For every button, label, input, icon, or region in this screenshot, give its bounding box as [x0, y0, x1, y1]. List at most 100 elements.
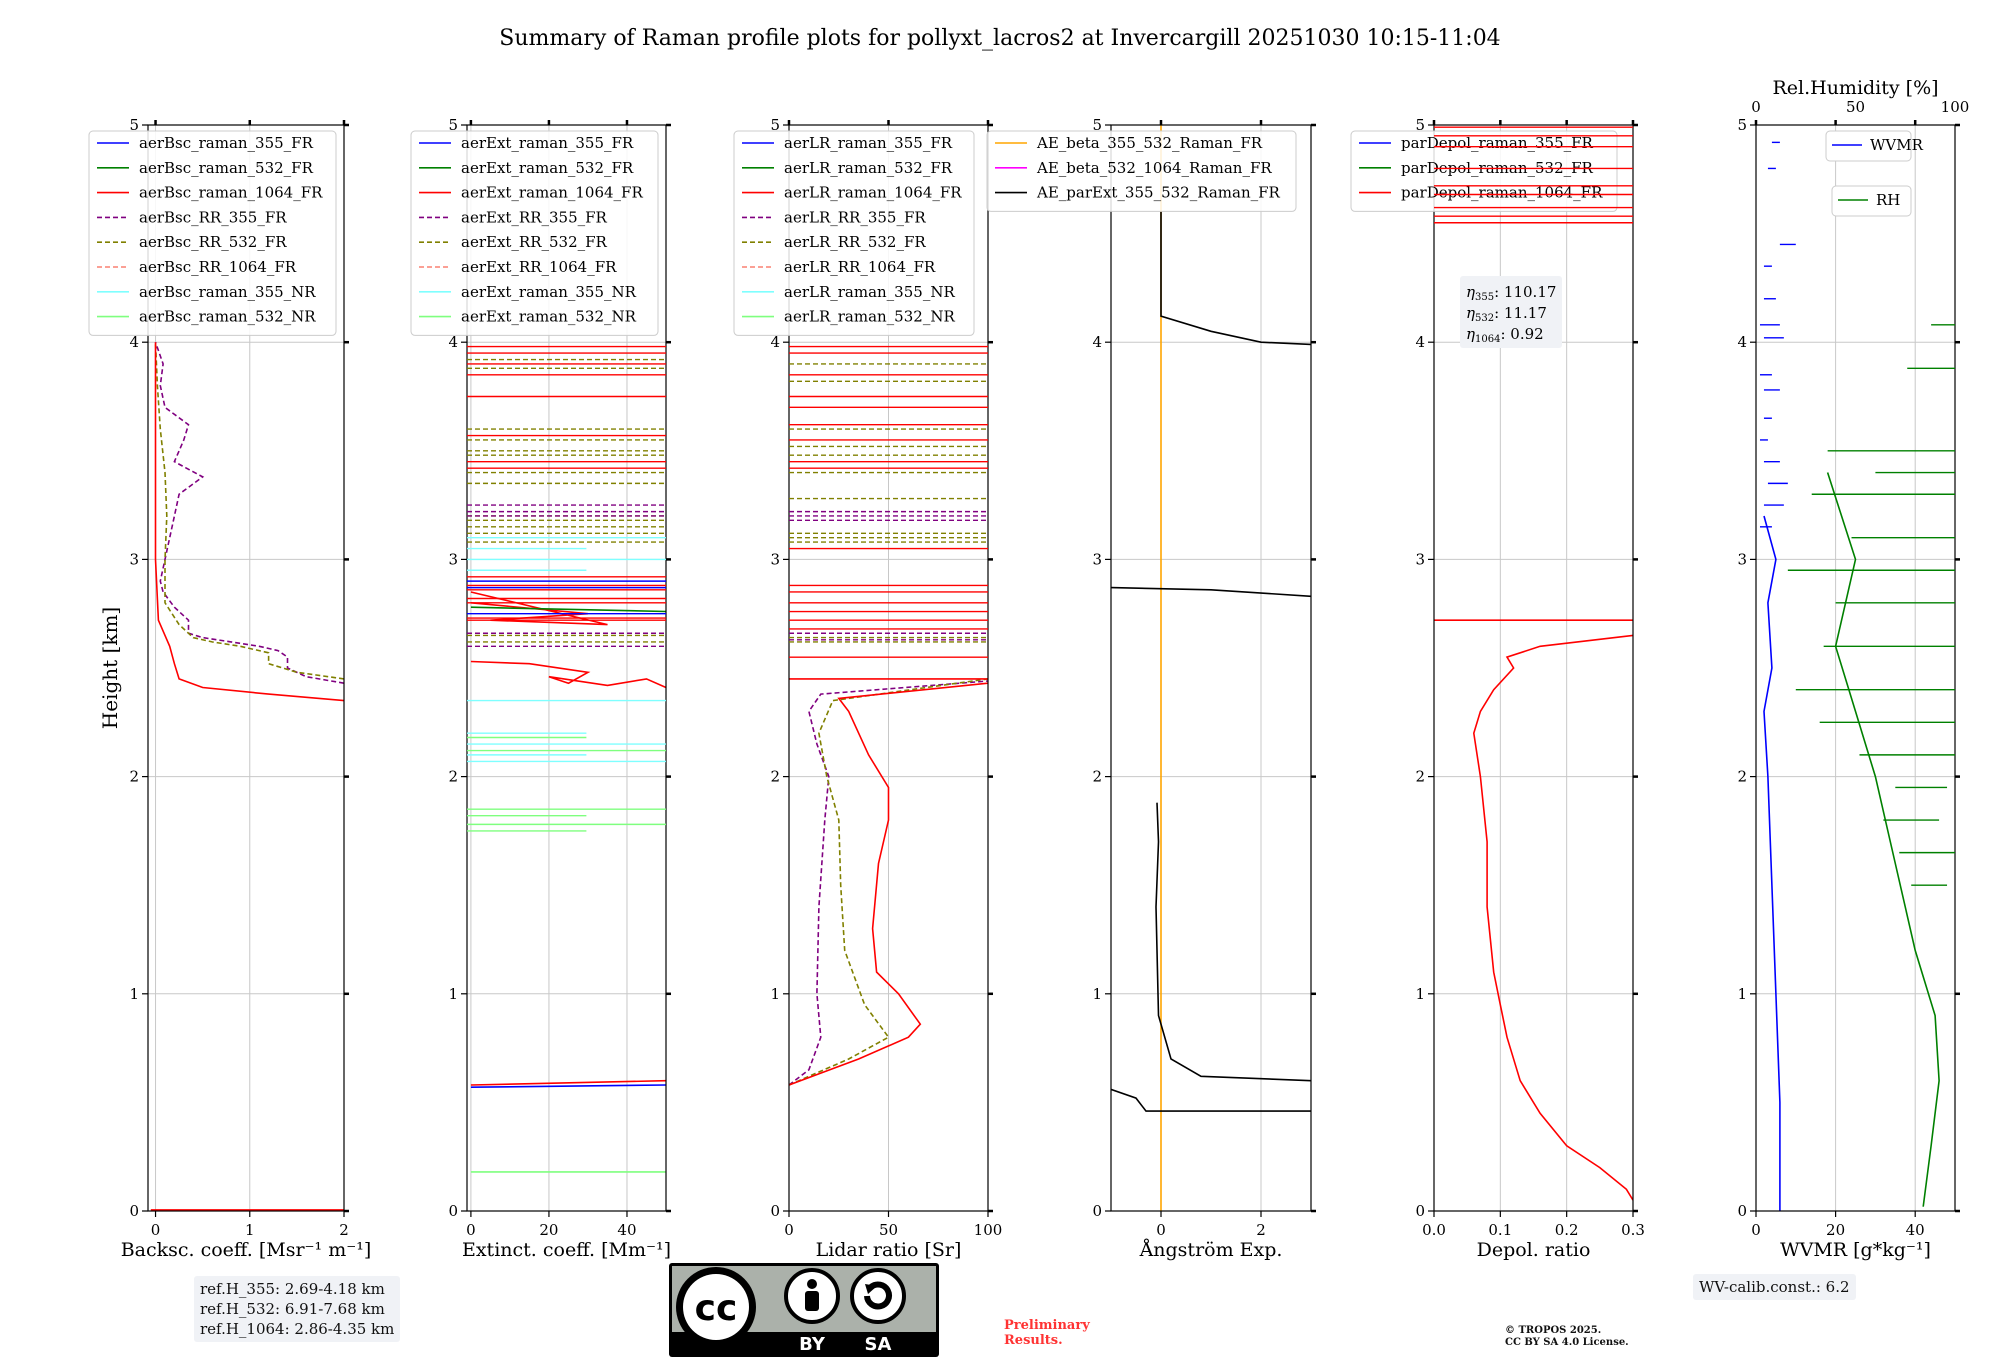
artifact-lines [467, 736, 666, 832]
series-line-wvmr [1763, 515, 1781, 1211]
x-tick-label: 0.3 [1621, 1221, 1645, 1239]
copyright-line-1: © TROPOS 2025. [1505, 1325, 1602, 1336]
legend-box-rh [1831, 185, 1912, 217]
panel-5: 0 1 2 3 4 5 0.0 0.1 0.2 0.3 Depol. ratio parDepol_r… [1350, 116, 1645, 1261]
legend-box [88, 130, 337, 336]
copyright-line-2: CC BY SA 4.0 License. [1505, 1337, 1629, 1348]
figure-title: Summary of Raman profile plots for polly… [499, 26, 1500, 51]
series-line-aerext-raman-1064-fr [470, 660, 666, 689]
panels: 0 1 2 3 4 5 0 1 2 Backsc. coeff. [Msr⁻¹ m⁻¹] Heigh… [88, 77, 1969, 1261]
artifact-lines [467, 345, 666, 621]
x-tick-label: 0 [466, 1221, 476, 1239]
y-tick-label: 0 [448, 1202, 458, 1220]
y-tick-label: 5 [448, 116, 458, 134]
artifact-lines [467, 536, 666, 763]
cc-icon: cc [695, 1288, 738, 1329]
preliminary-line-1: Preliminary [1004, 1318, 1090, 1333]
cc-sa-label: SA [865, 1334, 892, 1355]
legend: WVMR RH [1825, 130, 1924, 217]
refh-532: ref.H_532: 6.91-7.68 km [200, 1300, 385, 1318]
legend: aerLR_raman_355_FR aerLR_raman_532_FR aerL… [733, 130, 975, 336]
y-tick-label: 1 [1415, 985, 1425, 1003]
x-axis-label: Backsc. coeff. [Msr⁻¹ m⁻¹] [121, 1239, 372, 1261]
x-axis-label: Extinct. coeff. [Mm⁻¹] [462, 1239, 671, 1261]
wv-calib-box: WV-calib.const.: 6.2 [1693, 1274, 1856, 1300]
series-line-ae-parext-355-532-raman-fr [1155, 802, 1311, 1082]
legend-entry: AE_beta_532_1064_Raman_FR [1036, 159, 1272, 177]
x-tick-label: 100 [974, 1221, 1003, 1239]
y-tick-label: 4 [448, 333, 458, 351]
y-tick-label: 2 [1415, 768, 1425, 786]
series-line-pardepol-raman-1064-fr [1472, 634, 1633, 1201]
series-line-rh [1826, 472, 1940, 1207]
series-line-aerbsc-raman-1064-fr [154, 342, 344, 702]
legend-entry: parDepol_raman_1064_FR [1401, 184, 1603, 202]
legend-entry: RH [1876, 191, 1900, 209]
refh-355: ref.H_355: 2.69-4.18 km [200, 1280, 385, 1298]
x-tick-label: 0 [784, 1221, 794, 1239]
x-tick-label: 0.1 [1488, 1221, 1512, 1239]
series-line-aerext-raman-355-fr [470, 1084, 666, 1088]
y-tick-label: 4 [1737, 333, 1747, 351]
y-tick-label: 5 [1415, 116, 1425, 134]
legend: aerExt_raman_355_FR aerExt_raman_532_FRae… [410, 130, 659, 336]
annotation-line: η1064: 0.92 [1466, 325, 1544, 345]
series-line-ae-parext-355-532-raman-fr [1111, 1088, 1311, 1112]
y-tick-label: 4 [1415, 333, 1425, 351]
series-group [150, 341, 344, 1211]
series-group [1763, 472, 1940, 1211]
legend-entry: aerBsc_raman_355_FR [139, 134, 314, 152]
artifact-lines [789, 510, 988, 641]
y-tick-label: 4 [1092, 333, 1102, 351]
y-tick-label: 2 [770, 768, 780, 786]
series-group [1111, 125, 1311, 1211]
y-tick-label: 1 [1737, 985, 1747, 1003]
axes-frame [466, 124, 667, 1212]
y-tick-label: 2 [129, 768, 139, 786]
x-tick-label: 40 [617, 1221, 636, 1239]
y-tick-label: 1 [770, 985, 780, 1003]
y-tick-label: 3 [1415, 550, 1425, 568]
wv-noise [1759, 141, 1955, 886]
y-tick-label: 4 [770, 333, 780, 351]
axes-frame [147, 124, 345, 1212]
wv-calib-const: WV-calib.const.: 6.2 [1699, 1278, 1850, 1296]
legend-entry: aerExt_raman_1064_FR [461, 184, 643, 202]
x-axis-label: Depol. ratio [1477, 1239, 1591, 1261]
series-line-aerlr-rr-355-fr [789, 680, 988, 1086]
preliminary-line-2: Results. [1004, 1333, 1063, 1348]
legend-entry: aerLR_raman_532_FR [784, 159, 953, 177]
x-tick-label: 0 [151, 1221, 161, 1239]
x-tick-label: 2 [1256, 1221, 1266, 1239]
artifact-lines [467, 504, 666, 647]
legend-box [986, 130, 1297, 212]
artifact-lines [789, 363, 988, 643]
series-line-aerlr-raman-1064-fr [789, 682, 988, 1086]
legend-box-wvmr [1825, 130, 1912, 162]
legend: aerBsc_raman_355_FR aerBsc_raman_532_FRae… [88, 130, 337, 336]
y-axis-label: Height [km] [98, 607, 122, 729]
series-group [789, 678, 988, 1086]
legend-entry: aerBsc_RR_532_FR [139, 233, 287, 251]
reference-height-box: ref.H_355: 2.69-4.18 km ref.H_532: 6.91-… [194, 1276, 401, 1342]
y-tick-label: 3 [770, 550, 780, 568]
x-axis-label: WVMR [g*kg⁻¹] [1780, 1239, 1931, 1261]
x-tick-label: 20 [1826, 1221, 1845, 1239]
y-tick-label: 1 [1092, 985, 1102, 1003]
sa-share-icon [850, 1268, 906, 1324]
series-line-aerbsc-rr-532-fr [154, 342, 344, 680]
y-tick-label: 3 [129, 550, 139, 568]
legend-entry: parDepol_raman_355_FR [1401, 134, 1594, 152]
series-line-aerlr-rr-532-fr [789, 678, 988, 1086]
annotation-box [1460, 276, 1562, 348]
y-tick-label: 5 [770, 116, 780, 134]
refh-1064: ref.H_1064: 2.86-4.35 km [200, 1320, 395, 1338]
annotation-line: η355: 110.17 [1466, 283, 1556, 303]
axes-frame [1110, 124, 1312, 1212]
preliminary-results-label: Preliminary Results. [1004, 1318, 1090, 1348]
legend-entry: aerExt_RR_532_FR [461, 233, 608, 251]
